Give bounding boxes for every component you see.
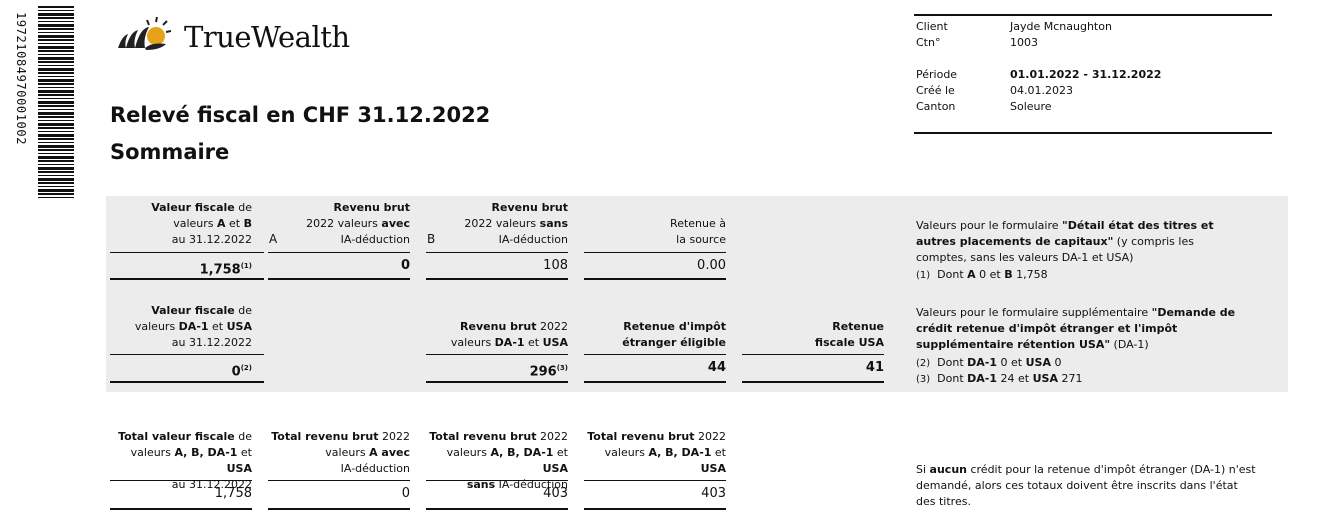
r1-value-retenue-source: 0.00 bbox=[697, 258, 726, 273]
r2-header-retenue-etranger: Retenue d'impôt étranger éligible bbox=[622, 320, 726, 349]
r1-header-revenu-avec: Revenu brut 2022 valeurs avec IA-déducti… bbox=[306, 201, 410, 246]
r2-header-valeur-fiscale: Valeur fiscale de valeurs DA-1 et USA au… bbox=[134, 304, 252, 349]
canton-value: Soleure bbox=[1010, 100, 1052, 113]
r3-header-total-revenu: Total revenu brut 2022 valeurs A, B, DA-… bbox=[587, 430, 726, 475]
r2-footnote-2: (2) Dont DA-1 0 et USA 0 bbox=[916, 356, 1062, 369]
r3-header-total-valeur: Total valeur fiscale de valeurs A, B, DA… bbox=[118, 430, 252, 491]
client-label: Client bbox=[916, 20, 948, 33]
ctn-label: Ctn° bbox=[916, 36, 941, 49]
r1-value-revenu-sans: 108 bbox=[543, 258, 568, 273]
page-title: Relevé fiscal en CHF 31.12.2022 bbox=[110, 103, 491, 127]
r2-header-retenue-usa: Retenue fiscale USA bbox=[814, 320, 884, 349]
r1-note: Valeurs pour le formulaire "Détail état … bbox=[916, 219, 1214, 264]
r3-header-total-revenu-sans: Total revenu brut 2022 valeurs A, B, DA-… bbox=[429, 430, 568, 491]
r3-value-total-revenu-sans: 403 bbox=[543, 486, 568, 501]
r2-footnote-3: (3) Dont DA-1 24 et USA 271 bbox=[916, 372, 1083, 385]
ctn-value: 1003 bbox=[1010, 36, 1038, 49]
cree-value: 04.01.2023 bbox=[1010, 84, 1073, 97]
r1-value-valeur-fiscale: 1,758(1) bbox=[199, 262, 252, 278]
r1-value-revenu-avec: 0 bbox=[400, 258, 410, 273]
r2-value-revenu-brut: 296(3) bbox=[529, 364, 568, 380]
cree-label: Créé le bbox=[916, 84, 955, 97]
r1-header-revenu-sans: Revenu brut 2022 valeurs sans IA-déducti… bbox=[464, 201, 568, 246]
client-value: Jayde Mcnaughton bbox=[1010, 20, 1112, 33]
barcode bbox=[38, 6, 74, 200]
page-subtitle: Sommaire bbox=[110, 140, 230, 164]
periode-label: Période bbox=[916, 68, 958, 81]
summary-panel bbox=[106, 196, 1288, 392]
barcode-number: 19721084970001002 bbox=[14, 12, 28, 146]
r2-value-valeur-fiscale: 0(2) bbox=[231, 364, 252, 380]
r1-letter-a: A bbox=[269, 232, 278, 246]
r1-letter-b: B bbox=[427, 232, 436, 246]
client-info-box: Client Jayde Mcnaughton Ctn° 1003 Périod… bbox=[914, 14, 1272, 134]
canton-label: Canton bbox=[916, 100, 956, 113]
r3-note: Si aucun crédit pour la retenue d'impôt … bbox=[916, 463, 1256, 508]
r1-footnote-1: (1) Dont A 0 et B 1,758 bbox=[916, 268, 1048, 281]
r3-value-total-revenu: 403 bbox=[701, 486, 726, 501]
r2-value-retenue-usa: 41 bbox=[865, 360, 884, 375]
brand-name: TrueWealth bbox=[184, 20, 350, 54]
r1-header-retenue-source: Retenue à la source bbox=[670, 217, 726, 246]
r2-note: Valeurs pour le formulaire supplémentair… bbox=[916, 306, 1236, 351]
r1-header-valeur-fiscale: Valeur fiscale de valeurs A et B au 31.1… bbox=[151, 201, 252, 246]
truewealth-logo-icon bbox=[118, 16, 172, 50]
r3-header-total-revenu-avec: Total revenu brut 2022 valeurs A avec IA… bbox=[271, 430, 410, 475]
r2-header-revenu-brut: Revenu brut 2022 valeurs DA-1 et USA bbox=[450, 320, 568, 349]
r3-value-total-revenu-avec: 0 bbox=[401, 486, 410, 501]
periode-value: 01.01.2022 - 31.12.2022 bbox=[1010, 68, 1162, 81]
r3-value-total-valeur: 1,758 bbox=[214, 486, 252, 501]
r2-value-retenue-etranger: 44 bbox=[707, 360, 726, 375]
